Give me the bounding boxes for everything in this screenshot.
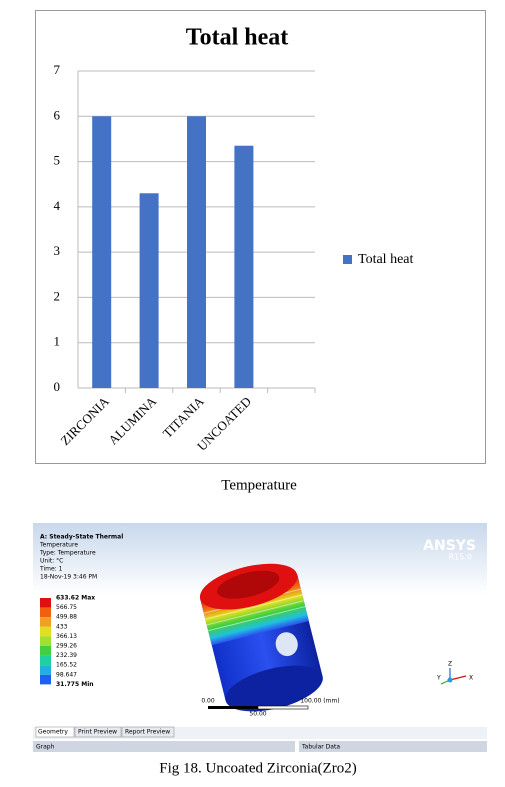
legend-swatch bbox=[343, 255, 352, 264]
y-tick-label: 5 bbox=[54, 153, 61, 168]
screenshot: A: Steady-State Thermal Temperature Type… bbox=[33, 523, 487, 752]
info-text: Type: Temperature bbox=[39, 550, 96, 557]
tab[interactable] bbox=[121, 726, 175, 738]
bar bbox=[234, 145, 254, 388]
y-tick-label: 6 bbox=[54, 107, 61, 122]
legend-value: 232.39 bbox=[56, 652, 77, 659]
tab-label[interactable]: Geometry bbox=[38, 729, 68, 736]
brand: ANSYS bbox=[423, 538, 476, 554]
legend-value: 98.647 bbox=[56, 671, 77, 678]
scale-label: 50.00 bbox=[249, 711, 266, 718]
color-swatch bbox=[40, 674, 51, 685]
info-text: Time: 1 bbox=[39, 566, 63, 573]
panel-title: Graph bbox=[36, 744, 55, 751]
triad-label: X bbox=[469, 675, 473, 682]
color-swatch bbox=[40, 646, 51, 656]
legend-value: 499.88 bbox=[56, 614, 77, 621]
bar bbox=[139, 193, 159, 388]
tab-label[interactable]: Report Preview bbox=[125, 729, 170, 736]
triad-label: Z bbox=[448, 661, 452, 668]
panel-title: Tabular Data bbox=[301, 744, 340, 751]
y-tick-label: 7 bbox=[54, 62, 61, 77]
panel-header bbox=[33, 741, 295, 752]
color-swatch bbox=[40, 655, 51, 666]
y-tick-label: 3 bbox=[54, 243, 61, 258]
version: R15.0 bbox=[449, 553, 472, 562]
legend-value: 633.62 Max bbox=[56, 595, 95, 602]
legend-label: Total heat bbox=[358, 252, 413, 267]
info-text: A: Steady-State Thermal bbox=[40, 534, 123, 541]
info-text: 18-Nov-19 3:46 PM bbox=[40, 574, 97, 581]
figure-caption: Fig 18. Uncoated Zirconia(Zro2) bbox=[159, 760, 356, 776]
scale-label: 0.00 bbox=[201, 698, 215, 705]
triad: Z Y X bbox=[436, 661, 473, 685]
legend-value: 433 bbox=[56, 623, 68, 630]
info-text: Temperature bbox=[39, 542, 78, 549]
caption: Temperature bbox=[221, 477, 297, 493]
bar bbox=[187, 116, 206, 389]
legend-value: 566.75 bbox=[56, 604, 77, 611]
scale-bar: 0.00 100.00 (mm) 50.00 bbox=[201, 698, 339, 718]
triad-label: Y bbox=[436, 675, 441, 682]
color-swatch bbox=[40, 598, 51, 608]
color-swatch bbox=[40, 665, 51, 675]
info-text: Unit: °C bbox=[40, 558, 63, 565]
legend-value: 31.775 Min bbox=[56, 681, 94, 688]
y-tick-label: 0 bbox=[54, 379, 61, 394]
piston bbox=[199, 563, 323, 712]
scale-label: 100.00 (mm) bbox=[300, 698, 339, 705]
legend-value: 366.13 bbox=[56, 633, 77, 640]
chart-title: Total heat bbox=[186, 25, 288, 51]
tab-label[interactable]: Print Preview bbox=[78, 729, 117, 736]
y-tick-label: 2 bbox=[54, 288, 61, 303]
y-tick-label: 1 bbox=[54, 334, 61, 349]
legend-value: 299.26 bbox=[56, 643, 77, 650]
legend-value: 165.52 bbox=[56, 662, 77, 669]
tab[interactable] bbox=[74, 726, 122, 738]
color-swatch bbox=[40, 626, 51, 637]
y-tick-label: 4 bbox=[54, 198, 61, 213]
panel-header bbox=[299, 741, 487, 752]
color-swatch bbox=[40, 607, 51, 618]
tab[interactable] bbox=[35, 726, 75, 738]
bar bbox=[92, 116, 112, 389]
color-swatch bbox=[40, 617, 51, 627]
color-swatch bbox=[40, 636, 51, 646]
